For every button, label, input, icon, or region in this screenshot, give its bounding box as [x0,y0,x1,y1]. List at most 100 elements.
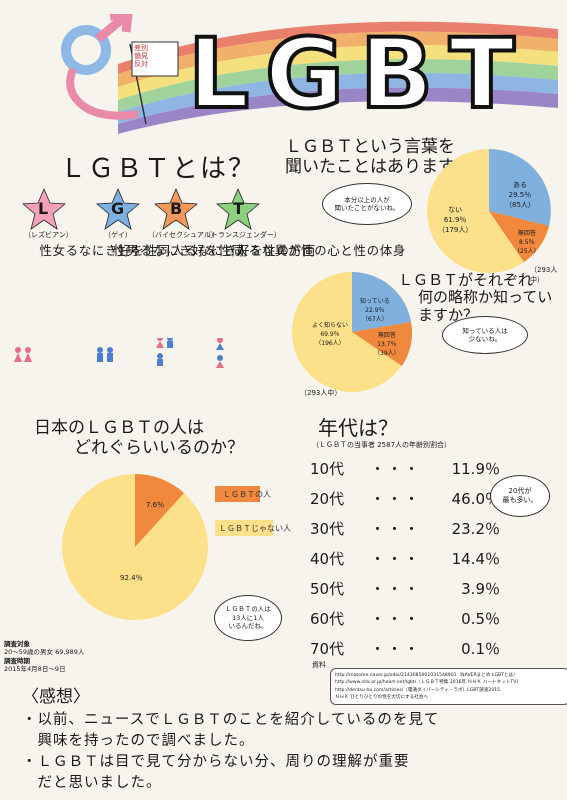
age-row: 50代 ・・・ 3.9％ [310,578,510,608]
pie-slice-yes [489,149,551,226]
heading-line: 日本のＬＧＢＴの人は [34,418,204,438]
female-pair-icon [14,347,32,362]
source-line: http://matome.naver.jp/odai/214308500103… [335,673,518,678]
dots: ・・・ [370,580,422,598]
pie-slice-other [352,322,412,366]
people-icons [14,338,224,368]
survey-date-label: 調査時期 [4,656,30,665]
survey-target-label: 調査対象 [4,640,30,648]
q3-pie-chart [62,474,208,620]
rainbow-stripe-green [118,58,558,112]
q2-label-no: よく知らない 69.9％ （196人） [312,322,349,347]
flag-line: 偏見 [134,52,148,61]
dots: ・・・ [370,460,422,478]
ages-comment-bubble: 20代が 最も多い。 [490,475,550,517]
star-icon [21,187,67,230]
age-value: 11.9％ [451,460,500,478]
legend-swatch-lgbt [215,486,260,502]
star-icon [153,187,199,230]
age-row: 40代 ・・・ 14.4％ [310,548,510,578]
q1-comment-bubble: 本分以上の人が 聞いたことがないね。 [322,183,412,225]
q3-label-lgbt: 7.6％ [146,501,165,509]
age-label: 60代 [310,610,345,628]
ages-table: 10代 ・・・ 11.9％ 20代 ・・・ 46.0％ 30代 ・・・ 23.2％ 40代・… [310,458,510,668]
legend-label-lgbt: ＬＧＢＴの人 [223,490,271,499]
definition-text: 同性を好きになる女性 [37,244,171,259]
main-title: LGBT [186,16,531,132]
ages-subheading: （ＬＧＢＴの当事者 2587人の年齢別割合） [312,441,452,449]
pie-slice-yes [352,272,411,332]
q1-footnote: （293人中） [530,266,558,284]
age-value: 46.0％ [451,490,500,508]
age-label: 40代 [310,550,345,568]
sources-label: 資料 [312,661,326,669]
age-value: 23.2％ [451,520,500,538]
age-value: 14.4％ [451,550,500,568]
bi-icon [156,338,173,366]
category-label: （トランスジェンダー） [204,231,281,239]
dots: ・・・ [370,490,422,508]
dots: ・・・ [370,550,422,568]
legend-swatch-not-lgbt [215,520,273,536]
star-letter: B [170,199,183,218]
trans-icon [216,338,224,368]
age-value: 0.1％ [461,640,500,658]
rainbow-stripe-yellow [118,45,558,100]
rainbow-stripe-red [118,21,558,74]
age-value: 0.5％ [461,610,500,628]
definition-t: T （トランスジェンダー） 身体の性と心の性が異なる人 [204,187,406,259]
star-letter: T [233,199,244,218]
dots: ・・・ [370,610,422,628]
q3-label-not: 92.4％ [120,574,143,582]
age-label: 50代 [310,580,345,598]
impression-line: ・ＬＧＢＴは目で見て分からない分、周りの理解が重要 [22,754,410,771]
impression-line: だと思いました。 [22,775,162,792]
survey-date-value: 2015年4月8日～9日 [4,665,66,674]
sources-box: http://matome.naver.jp/odai/214308500103… [330,668,567,706]
age-label: 20代 [310,490,345,508]
category-label: （バイセクシュアル） [148,231,218,239]
age-value: 3.9％ [461,580,500,598]
pie-slice-other [489,211,549,262]
dots: ・・・ [370,640,422,658]
heading-line: ＬＧＢＴがそれぞれ [398,271,534,289]
q1-label-yes: ある 29.5％ （85人） [505,181,535,209]
q1-label-no: ない 61.9％ （179人） [438,206,473,234]
definition-l: L （レズビアン） 同性を好きになる女性 [21,187,170,259]
age-row: 30代 ・・・ 23.2％ [310,518,510,548]
flag-line: 差別 [134,44,148,52]
rainbow-banner [61,8,558,134]
age-label: 70代 [310,640,345,658]
gender-symbol-icon [61,25,111,75]
age-row: 60代 ・・・ 0.5％ [310,608,510,638]
survey-info: 調査対象 20～59歳の男女 69,989人 調査時期 2015年4月8日～9日 [4,640,84,674]
age-row: 20代 ・・・ 46.0％ [310,488,510,518]
definition-g: G （ゲイ） 同性を好きになる男性 [95,187,244,259]
flag-line: 反対 [134,60,148,69]
survey-target-value: 20～59歳の男女 69,989人 [4,648,85,657]
pie-slice-lgbt [135,474,184,547]
q3-comment-bubble: ＬＧＢＴの人は 13人に1人 いるんだね。 [214,595,282,641]
star-letter: G [111,199,125,218]
ribbon-icon [66,67,139,120]
q2-pie-chart [292,272,412,392]
impressions-text: ・以前、ニュースでＬＧＢＴのことを紹介しているのを見て 興味を持ったので調べまし… [22,710,439,794]
male-pair-icon [97,347,113,362]
section-heading-what-is: ＬＧＢＴとは？ [60,154,257,184]
category-label: （ゲイ） [104,231,132,239]
legend-label-not-lgbt: ＬＧＢＴじゃない人 [219,524,291,533]
age-row: 10代 ・・・ 11.9％ [310,458,510,488]
q3-heading: 日本のＬＧＢＴの人は どれぐらいいるのか？ [34,418,244,459]
ages-heading: 年代は？ [318,416,398,440]
q2-footnote: （293人中） [300,389,342,397]
q2-label-other: 無回答 13.7％ （39人） [374,332,400,357]
title-banner: 差別 偏見 反対 LGBT [48,8,558,134]
q1-label-other: 無回答 8.5％ （25人） [514,230,540,255]
heading-line: ＬＧＢＴという言葉を [285,137,455,157]
q1-heading: ＬＧＢＴという言葉を 聞いたことはありますか？ [285,137,489,177]
lgbt-definitions: L （レズビアン） 同性を好きになる女性 G （ゲイ） 同性を好きになる男性 B… [8,187,406,398]
flag-icon [131,41,179,77]
definition-text: 両方の性を好きになる人 [169,244,316,259]
impressions-heading: 〈感想〉 [22,687,90,707]
star-icon [215,187,261,230]
